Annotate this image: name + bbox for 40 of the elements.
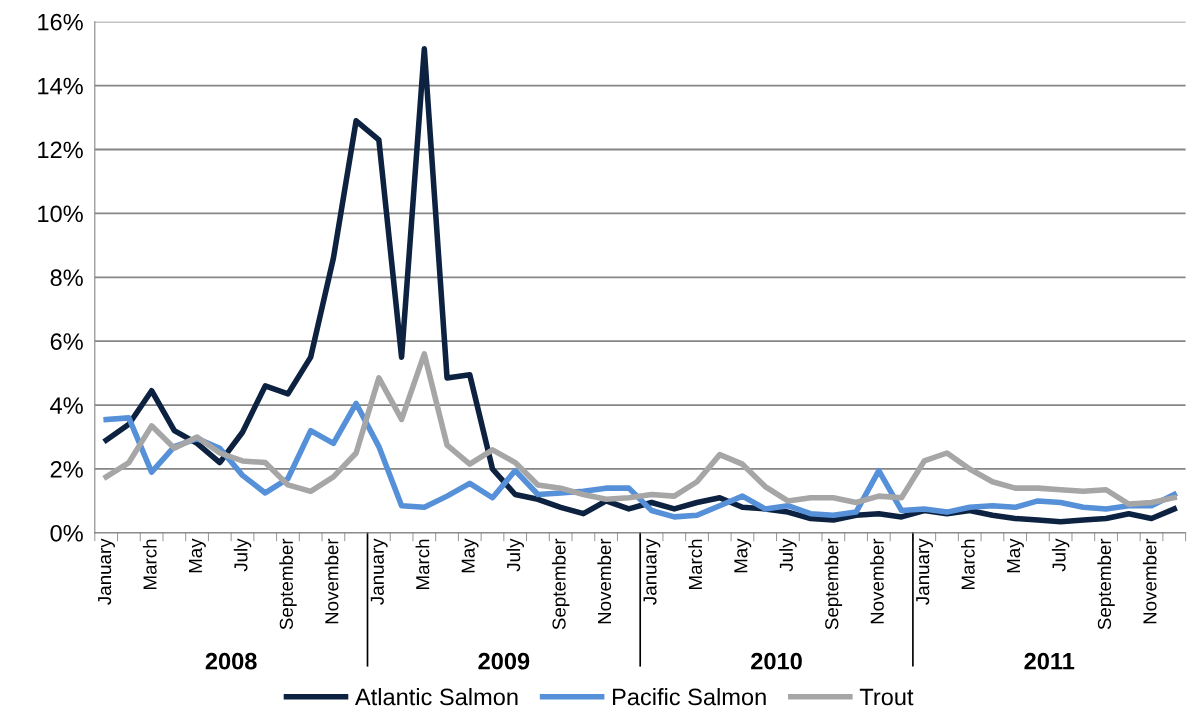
x-tick-label: January [98, 538, 115, 605]
x-tick-label: January [643, 538, 661, 605]
y-tick-label: 2% [50, 461, 83, 478]
text: 2009 [478, 652, 530, 670]
legend-label: Trout [859, 688, 914, 706]
x-tick-label: November [870, 538, 884, 624]
x-tick-label: September [551, 538, 570, 630]
x-tick-label: November [1142, 538, 1157, 624]
x-tick-label: January [370, 538, 388, 605]
y-tick-label: 14% [38, 77, 83, 95]
x-tick-label: November [597, 538, 612, 624]
x-tick-label: March [142, 539, 157, 589]
y-tick-label: 6% [50, 333, 83, 350]
y-tick-label: 12% [38, 141, 83, 159]
legend-label: Atlantic Salmon [355, 687, 518, 706]
x-tick-label: July [233, 538, 252, 572]
y-tick-label: 0% [50, 524, 83, 542]
x-tick-label: September [1097, 538, 1115, 630]
x-tick-label: July [1051, 538, 1070, 572]
x-tick-label: March [415, 539, 430, 589]
y-tick-label: 4% [50, 397, 83, 414]
legend-label: Pacific Salmon [613, 687, 766, 706]
x-tick-label: May [734, 538, 752, 573]
x-tick-label: March [960, 539, 975, 589]
x-tick-label: July [506, 538, 524, 572]
x-tick-label: May [1007, 538, 1024, 573]
text: 2008 [205, 652, 257, 670]
x-tick-label: September [279, 538, 297, 630]
y-tick-label: 16% [38, 13, 83, 31]
text: 2010 [751, 652, 802, 670]
x-tick-label: November [324, 538, 339, 624]
text: 2011 [1024, 652, 1075, 670]
x-tick-label: January [916, 538, 933, 605]
x-tick-label: May [189, 538, 206, 573]
x-tick-label: May [461, 538, 479, 573]
y-tick-label: 8% [50, 269, 83, 287]
x-tick-label: July [779, 538, 797, 572]
x-tick-label: March [688, 539, 703, 589]
x-tick-label: September [824, 538, 843, 630]
y-tick-label: 10% [38, 205, 83, 223]
